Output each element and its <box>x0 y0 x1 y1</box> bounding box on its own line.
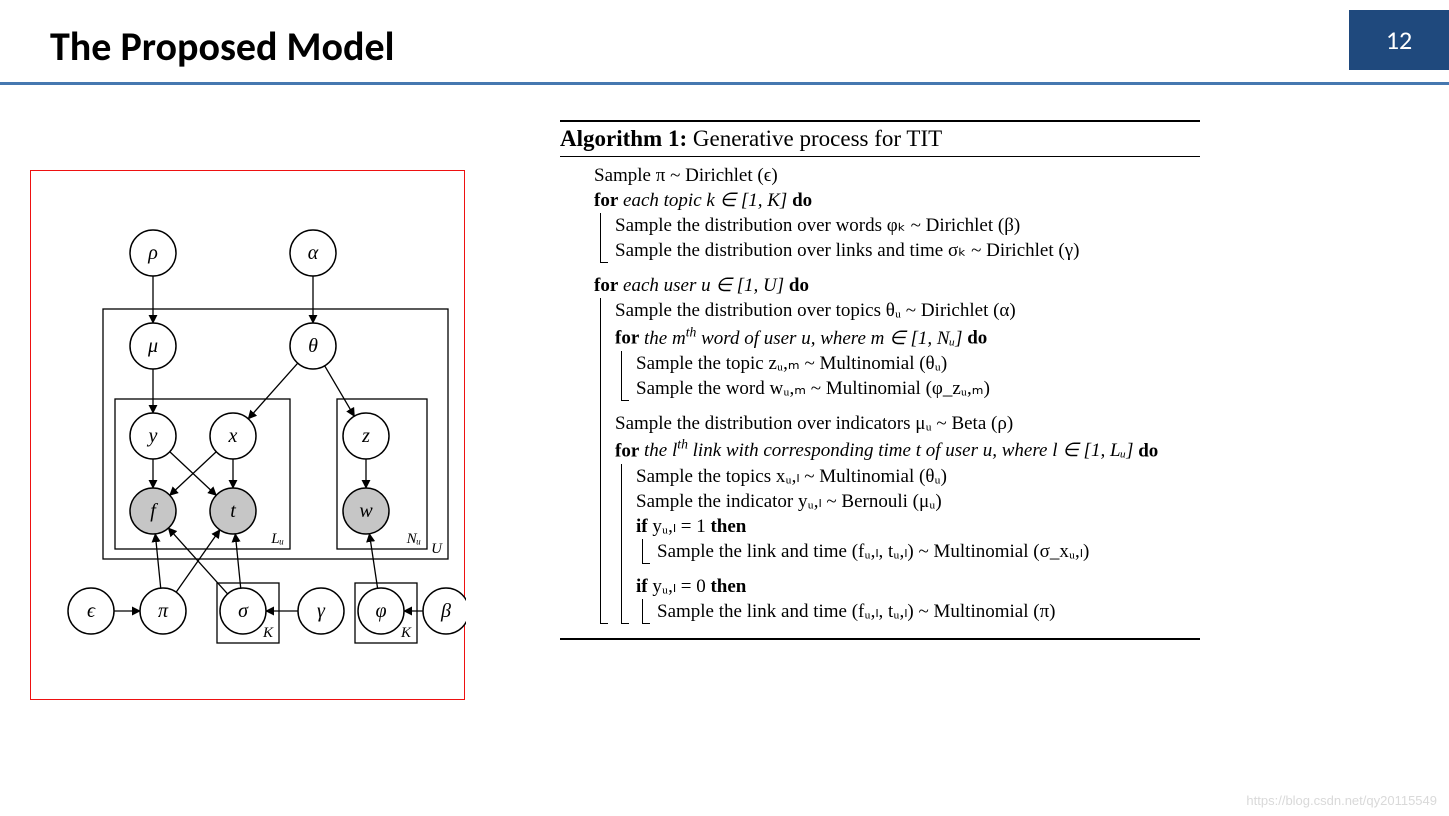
slide: The Proposed Model 12 ULᵤNᵤKK ραμθyxzftw… <box>0 0 1449 816</box>
algo-line: Sample the link and time (fᵤ,ₗ, tᵤ,ₗ) ~ … <box>657 539 1200 564</box>
algo-line: if yᵤ,ₗ = 0 then <box>636 574 1200 599</box>
header-rule <box>0 82 1449 85</box>
algo-line: Sample the distribution over words φₖ ~ … <box>615 213 1200 238</box>
algo-line: for each topic k ∈ [1, K] do <box>594 188 1200 213</box>
algo-line: Sample the topic zᵤ,ₘ ~ Multinomial (θᵤ) <box>636 351 1200 376</box>
svg-text:y: y <box>147 425 158 447</box>
header: The Proposed Model 12 <box>0 0 1449 80</box>
algo-block: Sample the link and time (fᵤ,ₗ, tᵤ,ₗ) ~ … <box>642 539 1200 564</box>
algo-block: Sample the distribution over words φₖ ~ … <box>600 213 1200 263</box>
svg-text:γ: γ <box>317 600 326 622</box>
algo-block: Sample the topics xᵤ,ₗ ~ Multinomial (θᵤ… <box>621 464 1200 624</box>
algorithm-box: Algorithm 1: Generative process for TIT … <box>560 120 1200 640</box>
svg-text:K: K <box>400 625 412 641</box>
watermark: https://blog.csdn.net/qy20115549 <box>1246 793 1437 808</box>
svg-text:φ: φ <box>375 600 386 622</box>
svg-text:U: U <box>431 541 443 557</box>
svg-text:θ: θ <box>308 335 318 357</box>
algo-line: Sample the topics xᵤ,ₗ ~ Multinomial (θᵤ… <box>636 464 1200 489</box>
algorithm-title: Algorithm 1: Generative process for TIT <box>560 120 1200 157</box>
algo-block: Sample the link and time (fᵤ,ₗ, tᵤ,ₗ) ~ … <box>642 599 1200 624</box>
algo-line: for the mth word of user u, where m ∈ [1… <box>615 323 1200 350</box>
page-number: 12 <box>1386 24 1412 56</box>
svg-text:μ: μ <box>147 335 158 357</box>
slide-title: The Proposed Model <box>50 22 394 71</box>
svg-text:ϵ: ϵ <box>87 600 96 622</box>
algo-line: if yᵤ,ₗ = 1 then <box>636 514 1200 539</box>
algo-block: Sample the topic zᵤ,ₘ ~ Multinomial (θᵤ)… <box>621 351 1200 401</box>
svg-text:K: K <box>262 625 274 641</box>
svg-text:σ: σ <box>238 600 249 622</box>
svg-text:Lᵤ: Lᵤ <box>270 531 284 547</box>
svg-text:ρ: ρ <box>147 242 158 264</box>
svg-text:z: z <box>361 425 370 447</box>
algo-line: Sample the indicator yᵤ,ₗ ~ Bernouli (μᵤ… <box>636 489 1200 514</box>
svg-text:w: w <box>359 500 373 522</box>
algo-line: for the lth link with corresponding time… <box>615 436 1200 463</box>
algo-line: Sample the link and time (fᵤ,ₗ, tᵤ,ₗ) ~ … <box>657 599 1200 624</box>
content: ULᵤNᵤKK ραμθyxzftwϵπσγφβ Algorithm 1: Ge… <box>30 100 1419 776</box>
svg-text:π: π <box>158 600 169 622</box>
svg-text:Nᵤ: Nᵤ <box>406 531 421 547</box>
plate-diagram: ULᵤNᵤKK ραμθyxzftwϵπσγφβ <box>30 170 465 700</box>
algo-block: Sample the distribution over topics θᵤ ~… <box>600 298 1200 624</box>
algo-line: Sample the distribution over topics θᵤ ~… <box>615 298 1200 323</box>
algorithm-body: Sample π ~ Dirichlet (ϵ) for each topic … <box>560 157 1200 640</box>
svg-text:x: x <box>228 425 238 447</box>
algo-line: Sample the distribution over links and t… <box>615 238 1200 263</box>
svg-text:α: α <box>308 242 319 264</box>
algo-line: Sample the word wᵤ,ₘ ~ Multinomial (φ_zᵤ… <box>636 376 1200 401</box>
algo-line: Sample π ~ Dirichlet (ϵ) <box>594 163 1200 188</box>
algorithm-title-bold: Algorithm 1: <box>560 126 687 151</box>
algorithm-title-rest: Generative process for TIT <box>693 126 942 151</box>
page-number-box: 12 <box>1349 10 1449 70</box>
algo-line: for each user u ∈ [1, U] do <box>594 273 1200 298</box>
svg-text:t: t <box>230 500 236 522</box>
algo-line: Sample the distribution over indicators … <box>615 411 1200 436</box>
svg-text:β: β <box>440 600 451 622</box>
